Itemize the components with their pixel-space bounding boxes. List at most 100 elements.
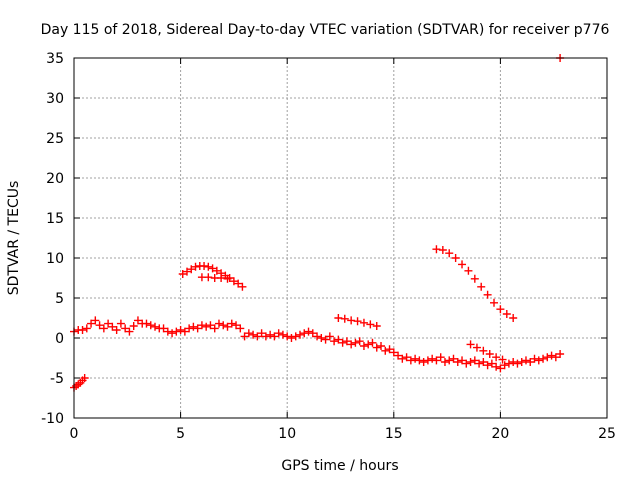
data-point: [477, 282, 486, 291]
data-point: [496, 305, 505, 314]
data-point: [492, 353, 501, 362]
data-point: [509, 314, 518, 322]
y-tick-label: 0: [55, 331, 64, 347]
data-point: [274, 329, 283, 338]
data-point: [423, 356, 432, 365]
data-point: [219, 321, 228, 330]
data-point: [517, 358, 526, 366]
series-late-branch: [466, 340, 507, 364]
data-point: [530, 354, 539, 363]
data-point: [202, 322, 211, 331]
data-point: [172, 327, 181, 336]
data-marks: [70, 54, 565, 392]
data-point: [372, 322, 381, 330]
data-point: [415, 356, 424, 365]
data-point: [240, 332, 249, 341]
y-tick-label: -5: [50, 371, 64, 387]
data-point: [187, 265, 196, 274]
data-point: [204, 273, 213, 282]
data-point: [116, 319, 125, 328]
data-point: [112, 326, 121, 334]
data-point: [479, 346, 488, 355]
data-point: [466, 358, 475, 366]
data-point: [189, 322, 198, 331]
y-tick-label: 5: [55, 291, 64, 307]
data-point: [104, 319, 113, 328]
series-hump-1-lower: [197, 273, 232, 283]
data-point: [394, 351, 403, 360]
data-point: [168, 329, 177, 338]
data-point: [334, 335, 343, 344]
data-point: [372, 343, 381, 352]
series-mid-segment: [334, 314, 381, 330]
axis-ticks: 0 5 10 15 20 25 -10 -5 0 5 10 15 20 25 30 35: [41, 51, 616, 442]
data-point: [334, 314, 343, 322]
data-point: [547, 351, 556, 360]
data-point: [355, 337, 364, 346]
data-point: [498, 355, 507, 364]
data-point: [270, 332, 279, 341]
data-point: [475, 359, 484, 368]
data-point: [129, 322, 138, 330]
data-point: [278, 330, 287, 339]
data-point: [406, 356, 415, 365]
chart-title: Day 115 of 2018, Sidereal Day-to-day VTE…: [41, 22, 610, 38]
data-point: [151, 322, 160, 331]
data-point: [490, 298, 499, 307]
data-point: [359, 342, 368, 350]
data-point: [500, 361, 509, 370]
data-point: [428, 354, 437, 363]
data-point: [182, 267, 191, 276]
y-tick-label: 30: [46, 91, 64, 107]
data-point: [321, 335, 330, 344]
data-point: [462, 359, 471, 368]
y-tick-label: -10: [41, 411, 64, 427]
x-tick-label: 5: [176, 426, 185, 442]
data-point: [78, 326, 87, 334]
data-point: [440, 358, 449, 366]
data-point: [438, 246, 447, 254]
data-point: [99, 324, 108, 333]
data-point: [432, 245, 441, 254]
y-tick-label: 25: [46, 131, 64, 147]
data-point: [353, 317, 362, 326]
y-tick-label: 10: [46, 251, 64, 267]
data-point: [313, 332, 322, 341]
data-point: [193, 324, 202, 333]
data-point: [377, 342, 386, 350]
plot-frame: [73, 57, 608, 419]
data-point: [229, 277, 238, 286]
data-point: [266, 330, 275, 339]
data-point: [411, 354, 420, 363]
data-point: [453, 358, 462, 366]
data-point: [210, 324, 219, 333]
data-point: [236, 324, 245, 333]
grid: [74, 58, 607, 418]
series-main-track: [70, 316, 565, 373]
data-point: [398, 354, 407, 363]
data-point: [212, 266, 221, 275]
data-point: [432, 356, 441, 365]
data-point: [95, 321, 104, 330]
data-point: [381, 346, 390, 355]
data-point: [330, 337, 339, 346]
data-point: [543, 353, 552, 362]
data-point: [492, 362, 501, 371]
data-point: [340, 314, 349, 323]
data-point: [338, 338, 347, 347]
data-point: [244, 329, 253, 338]
data-point: [479, 358, 488, 366]
data-point: [526, 358, 535, 366]
data-point: [347, 340, 356, 349]
data-point: [483, 290, 492, 299]
data-point: [300, 329, 309, 338]
data-point: [253, 332, 262, 341]
data-point: [551, 353, 560, 362]
data-point: [217, 274, 226, 282]
data-point: [351, 338, 360, 347]
data-point: [539, 354, 548, 363]
data-point: [223, 274, 232, 283]
data-point: [191, 262, 200, 271]
data-point: [142, 319, 151, 328]
